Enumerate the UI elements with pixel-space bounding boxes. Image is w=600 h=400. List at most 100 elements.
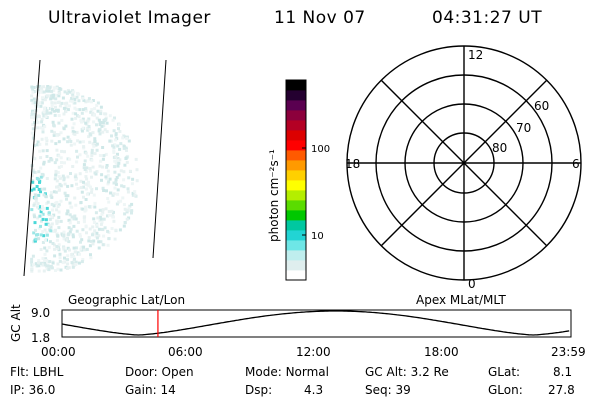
- emission-pixel: [105, 121, 109, 125]
- emission-pixel: [32, 203, 36, 207]
- emission-pixel: [40, 219, 43, 223]
- emission-pixel: [80, 260, 84, 264]
- emission-pixel: [50, 129, 54, 133]
- emission-pixel: [127, 206, 131, 210]
- emission-pixel: [73, 130, 77, 134]
- emission-pixel: [114, 138, 118, 142]
- colorbar-swatch: [286, 250, 306, 261]
- emission-pixel: [87, 135, 91, 139]
- emission-pixel: [81, 117, 85, 121]
- emission-pixel: [33, 193, 37, 197]
- emission-pixel: [58, 91, 62, 95]
- timeline-x-tick-0000: 00:00: [41, 345, 76, 359]
- emission-pixel: [77, 115, 81, 119]
- emission-pixel: [102, 234, 106, 238]
- emission-pixel: [47, 86, 51, 90]
- emission-pixel: [93, 107, 97, 111]
- emission-pixel: [39, 248, 43, 251]
- emission-pixel: [110, 227, 114, 230]
- emission-pixel: [51, 93, 55, 97]
- emission-pixel: [76, 155, 79, 159]
- emission-pixel: [55, 179, 59, 183]
- emission-pixel: [106, 229, 110, 233]
- emission-pixel: [39, 190, 42, 194]
- emission-pixel: [135, 179, 139, 183]
- emission-pixel: [40, 117, 44, 121]
- emission-pixel: [78, 108, 82, 112]
- emission-pixel: [117, 161, 121, 165]
- mlt-label-6: 6: [572, 157, 580, 171]
- emission-pixel: [55, 93, 58, 97]
- emission-pixel: [97, 240, 101, 244]
- emission-pixel: [45, 89, 48, 93]
- emission-pixel: [100, 173, 104, 177]
- emission-pixel: [69, 143, 73, 147]
- emission-pixel: [133, 190, 137, 194]
- emission-pixel: [42, 193, 46, 197]
- emission-pixel: [76, 139, 80, 143]
- emission-pixel: [41, 241, 45, 244]
- emission-pixel: [74, 217, 78, 221]
- emission-pixel: [82, 119, 86, 123]
- emission-pixel: [30, 263, 34, 267]
- emission-pixel: [133, 193, 137, 197]
- emission-pixel: [84, 175, 88, 179]
- emission-pixel: [39, 156, 43, 160]
- emission-pixel: [125, 210, 129, 214]
- emission-pixel: [63, 182, 67, 186]
- emission-pixel: [40, 137, 44, 141]
- dsp-label: Dsp:: [245, 383, 273, 397]
- emission-pixel: [39, 187, 43, 191]
- emission-pixel: [128, 169, 132, 173]
- emission-pixel: [39, 104, 43, 108]
- emission-pixel: [99, 217, 103, 221]
- emission-pixel: [89, 185, 92, 189]
- emission-pixel: [93, 205, 97, 209]
- emission-pixel: [67, 104, 71, 108]
- emission-pixel: [56, 171, 60, 174]
- emission-pixel: [69, 205, 73, 209]
- emission-pixel: [62, 106, 66, 110]
- emission-pixel: [61, 261, 65, 265]
- emission-pixel: [105, 177, 109, 181]
- emission-pixel: [73, 175, 77, 179]
- emission-pixel: [62, 230, 66, 234]
- emission-pixel: [46, 111, 50, 115]
- emission-pixel: [66, 175, 70, 179]
- emission-pixel: [59, 199, 63, 203]
- emission-pixel: [123, 163, 127, 167]
- emission-pixel: [98, 132, 102, 136]
- emission-pixel: [57, 114, 61, 118]
- emission-pixel: [119, 199, 123, 203]
- emission-pixel: [44, 218, 48, 222]
- emission-pixel: [98, 215, 102, 219]
- timeline-x-tick-1200: 12:00: [296, 345, 331, 359]
- emission-pixel: [35, 264, 39, 268]
- emission-pixel: [41, 212, 45, 216]
- emission-pixel: [71, 126, 75, 130]
- emission-pixel: [111, 118, 115, 122]
- emission-pixel: [66, 157, 70, 161]
- emission-pixel: [42, 269, 46, 273]
- emission-pixel: [65, 238, 69, 242]
- emission-pixel: [81, 96, 85, 100]
- emission-pixel: [90, 175, 93, 179]
- emission-pixel: [64, 104, 68, 108]
- emission-pixel: [103, 226, 107, 230]
- emission-pixel: [41, 256, 45, 260]
- emission-pixel: [41, 230, 45, 234]
- emission-pixel: [81, 258, 85, 261]
- emission-pixel: [125, 136, 129, 140]
- emission-pixel: [54, 97, 58, 101]
- emission-pixel: [55, 221, 59, 225]
- instrument-title: Ultraviolet Imager: [48, 8, 211, 28]
- emission-pixel: [39, 210, 43, 214]
- emission-pixel: [114, 228, 118, 232]
- emission-pixel: [103, 128, 107, 132]
- emission-pixel: [52, 133, 56, 137]
- emission-pixel: [56, 262, 60, 266]
- timeline-frame: [61, 309, 572, 338]
- emission-pixel: [91, 111, 95, 115]
- emission-pixel: [52, 204, 56, 208]
- emission-pixel: [97, 129, 101, 133]
